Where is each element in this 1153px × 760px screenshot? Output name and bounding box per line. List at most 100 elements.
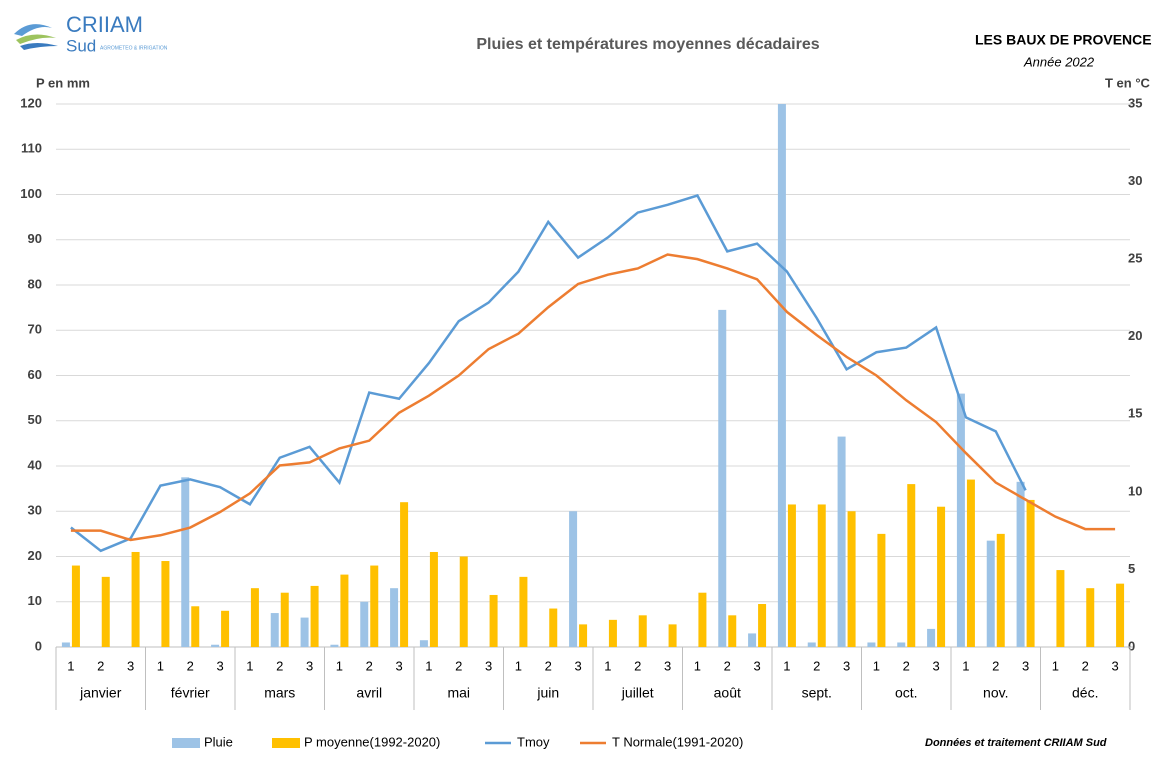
bar bbox=[1116, 583, 1125, 647]
bar bbox=[280, 592, 289, 647]
bar bbox=[400, 502, 409, 647]
bar bbox=[250, 588, 259, 647]
bar bbox=[300, 617, 309, 647]
x-tick-label: 3 bbox=[1022, 658, 1029, 673]
x-tick-label: 1 bbox=[962, 658, 969, 673]
y-axis-title: P en mm bbox=[36, 75, 90, 90]
bar bbox=[728, 615, 737, 647]
legend-label: Pluie bbox=[204, 734, 233, 749]
y2-tick-label: 15 bbox=[1128, 406, 1142, 421]
bar bbox=[370, 565, 379, 647]
x-tick-label: 2 bbox=[634, 658, 641, 673]
legend-label: P moyenne(1992-2020) bbox=[304, 734, 440, 749]
x-tick-label: 2 bbox=[187, 658, 194, 673]
x-tick-label: 2 bbox=[1082, 658, 1089, 673]
bar bbox=[807, 642, 816, 647]
bar bbox=[131, 551, 140, 647]
bar bbox=[996, 533, 1005, 647]
bar bbox=[817, 504, 826, 647]
bar bbox=[718, 309, 727, 647]
bar bbox=[221, 610, 230, 647]
x-tick-label: 2 bbox=[545, 658, 552, 673]
month-label: avril bbox=[356, 685, 382, 701]
bar bbox=[519, 576, 528, 647]
y-tick-label: 80 bbox=[28, 276, 42, 291]
bar bbox=[1026, 499, 1035, 647]
month-label: oct. bbox=[895, 685, 918, 701]
x-tick-label: 1 bbox=[336, 658, 343, 673]
bar bbox=[1016, 481, 1025, 647]
bar bbox=[390, 588, 399, 647]
x-tick-label: 1 bbox=[694, 658, 701, 673]
bar bbox=[608, 619, 617, 647]
x-tick-label: 2 bbox=[97, 658, 104, 673]
y-tick-label: 110 bbox=[21, 141, 42, 156]
bar bbox=[758, 604, 767, 647]
bar bbox=[161, 561, 170, 647]
legend-label: T Normale(1991-2020) bbox=[612, 734, 743, 749]
x-tick-label: 3 bbox=[127, 658, 134, 673]
x-tick-label: 3 bbox=[306, 658, 313, 673]
y-tick-label: 40 bbox=[28, 457, 42, 472]
bar bbox=[777, 104, 786, 647]
bar bbox=[1086, 588, 1095, 647]
month-label: juin bbox=[536, 685, 559, 701]
bar bbox=[966, 479, 975, 647]
month-label: mai bbox=[447, 685, 470, 701]
y-tick-label: 20 bbox=[28, 548, 42, 563]
x-tick-label: 3 bbox=[485, 658, 492, 673]
month-label: mars bbox=[264, 685, 295, 701]
bar bbox=[419, 640, 428, 647]
x-tick-label: 3 bbox=[216, 658, 223, 673]
month-label: nov. bbox=[983, 685, 1008, 701]
x-tick-label: 1 bbox=[515, 658, 522, 673]
x-tick-label: 1 bbox=[425, 658, 432, 673]
bar bbox=[787, 504, 796, 647]
x-tick-label: 1 bbox=[783, 658, 790, 673]
y-tick-label: 70 bbox=[28, 322, 42, 337]
x-tick-label: 3 bbox=[574, 658, 581, 673]
bar bbox=[837, 436, 846, 647]
x-tick-label: 3 bbox=[1111, 658, 1118, 673]
bar bbox=[270, 613, 279, 647]
y-tick-label: 30 bbox=[28, 503, 42, 518]
legend-swatch bbox=[172, 738, 200, 748]
logo-swirl bbox=[16, 34, 56, 44]
month-label: août bbox=[714, 685, 741, 701]
x-tick-label: 3 bbox=[664, 658, 671, 673]
y2-tick-label: 25 bbox=[1128, 251, 1142, 266]
y-tick-label: 120 bbox=[20, 95, 42, 110]
bar bbox=[937, 506, 946, 647]
x-tick-label: 2 bbox=[724, 658, 731, 673]
bar bbox=[101, 576, 110, 647]
y2-tick-label: 5 bbox=[1128, 561, 1135, 576]
y2-tick-label: 0 bbox=[1128, 638, 1135, 653]
y2-tick-label: 10 bbox=[1128, 483, 1142, 498]
logo-sub: Sud bbox=[66, 36, 96, 55]
credit: Données et traitement CRIIAM Sud bbox=[925, 737, 1107, 749]
bar bbox=[907, 484, 916, 647]
x-tick-label: 1 bbox=[873, 658, 880, 673]
bar bbox=[897, 642, 906, 647]
y2-tick-label: 20 bbox=[1128, 328, 1142, 343]
month-label: janvier bbox=[79, 685, 122, 701]
line bbox=[70, 194, 1027, 553]
bar bbox=[71, 565, 80, 647]
bar bbox=[748, 633, 757, 647]
bar bbox=[360, 601, 369, 647]
x-tick-label: 2 bbox=[903, 658, 910, 673]
bar bbox=[927, 628, 936, 647]
bar bbox=[956, 393, 965, 647]
station: LES BAUX DE PROVENCE bbox=[975, 32, 1152, 48]
x-tick-label: 3 bbox=[932, 658, 939, 673]
bar bbox=[191, 606, 200, 647]
x-tick-label: 2 bbox=[455, 658, 462, 673]
bar bbox=[579, 624, 588, 647]
logo: CRIIAM Sud AGROMETEO & IRRIGATION bbox=[14, 12, 168, 55]
y-tick-label: 50 bbox=[28, 412, 42, 427]
bar bbox=[698, 592, 707, 647]
x-tick-label: 1 bbox=[246, 658, 253, 673]
logo-name: CRIIAM bbox=[66, 12, 143, 37]
bar bbox=[877, 533, 886, 647]
